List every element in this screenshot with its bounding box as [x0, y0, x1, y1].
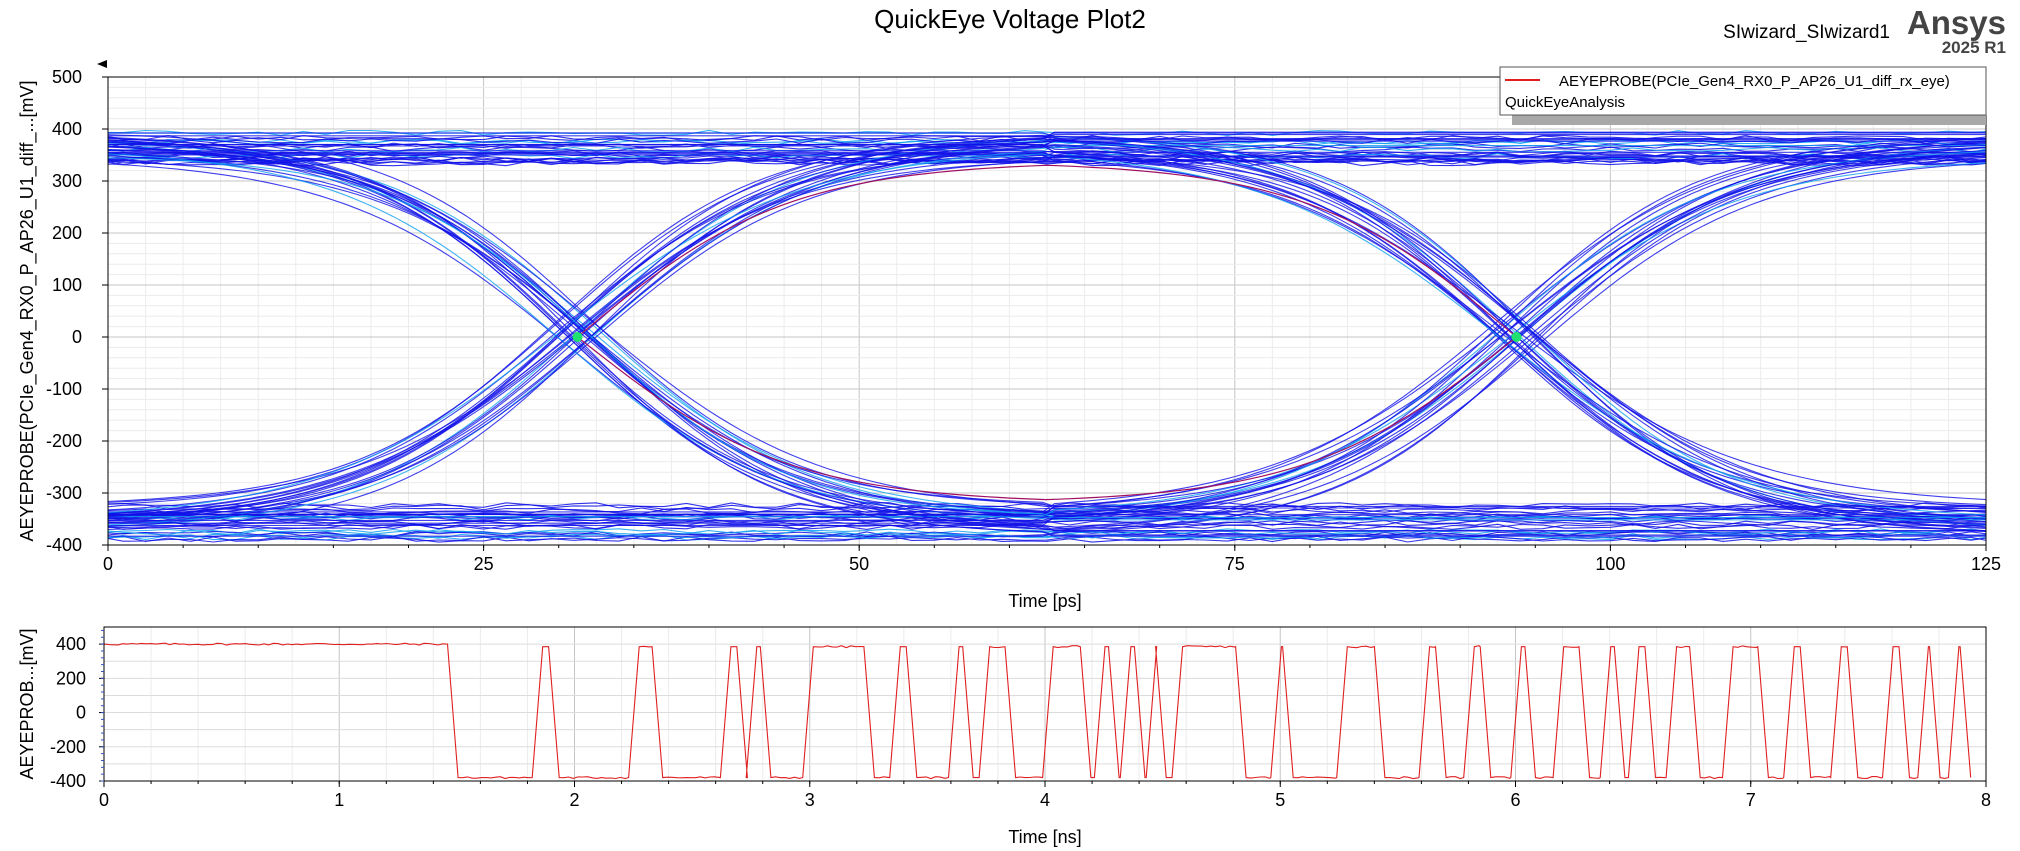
wave-x-tick-label: 7 [1746, 790, 1756, 810]
wave-x-axis-label: Time [ns] [1008, 827, 1081, 847]
wave-x-tick-label: 6 [1510, 790, 1520, 810]
wave-y-tick-label: 0 [76, 703, 86, 723]
eye-transition-trace [108, 153, 1986, 516]
wave-x-tick-label: 3 [805, 790, 815, 810]
eye-y-tick-label: -300 [46, 483, 82, 503]
ansys-logo: Ansys [1906, 4, 2006, 41]
eye-transition-trace [108, 134, 1986, 509]
collapse-arrow-icon[interactable] [97, 60, 107, 68]
eye-transition-trace [108, 138, 1986, 536]
eye-transition-trace [108, 152, 1986, 523]
legend-subtitle: QuickEyeAnalysis [1505, 94, 1625, 111]
eye-rail-trace [108, 156, 1986, 163]
waveform-plot-grid [103, 626, 1987, 782]
eye-y-tick-label: -400 [46, 535, 82, 555]
wave-y-tick-label: -200 [50, 737, 86, 757]
eye-transition-trace [108, 156, 1986, 517]
eye-y-tick-label: 0 [72, 327, 82, 347]
eye-diagram-traces [108, 129, 1986, 543]
eye-transition-trace [108, 132, 1986, 517]
eye-y-tick-label: 100 [52, 275, 82, 295]
eye-transition-trace [108, 150, 1986, 513]
eye-crossing-point [572, 332, 583, 342]
legend-box [1499, 66, 1987, 116]
legend[interactable]: AEYEPROBE(PCIe_Gen4_RX0_P_AP26_U1_diff_r… [1499, 66, 1987, 125]
eye-transition-trace [108, 153, 1986, 524]
eye-transition-trace [108, 131, 1986, 528]
ansys-version: 2025 R1 [1941, 38, 2006, 57]
eye-transition-trace [108, 136, 1986, 507]
eye-y-tick-label: -200 [46, 431, 82, 451]
eye-transition-trace [108, 132, 1986, 533]
eye-transition-trace [108, 143, 1986, 525]
wave-y-tick-label: -400 [50, 771, 86, 791]
wave-x-tick-label: 1 [334, 790, 344, 810]
eye-x-tick-label: 125 [1971, 554, 2001, 574]
waveform-trace [104, 642, 1972, 780]
eye-rail-trace [108, 535, 1986, 542]
eye-y-tick-label: 400 [52, 119, 82, 139]
eye-crossing-point [1511, 332, 1522, 342]
eye-transition-trace [108, 151, 1986, 503]
eye-rail-trace [108, 150, 1986, 157]
wave-y-tick-label: 200 [56, 668, 86, 688]
eye-rail-trace [108, 159, 1986, 167]
eye-inner-edge-bottom [577, 336, 1516, 501]
eye-inner-edge-top [577, 164, 1516, 338]
eye-x-tick-label: 75 [1225, 554, 1245, 574]
wave-x-tick-label: 0 [99, 790, 109, 810]
eye-transition-trace [108, 140, 1986, 519]
eye-transition-trace [108, 162, 1986, 518]
eye-y-tick-label: 200 [52, 223, 82, 243]
eye-transition-trace [108, 152, 1986, 527]
eye-x-tick-label: 25 [474, 554, 494, 574]
eye-rail-trace [108, 139, 1986, 146]
eye-x-tick-label: 0 [103, 554, 113, 574]
legend-entry: AEYEPROBE(PCIe_Gen4_RX0_P_AP26_U1_diff_r… [1559, 73, 1950, 90]
plot-title: QuickEye Voltage Plot2 [874, 4, 1146, 34]
eye-x-tick-label: 100 [1595, 554, 1625, 574]
waveform-line [104, 642, 1972, 780]
eye-transition-trace [108, 152, 1986, 513]
wave-x-tick-label: 5 [1275, 790, 1285, 810]
eye-transition-trace [108, 134, 1986, 518]
eye-y-tick-label: -100 [46, 379, 82, 399]
eye-rail-trace [108, 536, 1986, 543]
eye-transition-trace [108, 145, 1986, 532]
eye-transition-trace [108, 157, 1986, 519]
waveform-plot-axes: 0 1 2 3 4 5 6 7 8 400 200 0 -200 -400 [50, 626, 1991, 810]
wave-x-tick-label: 8 [1981, 790, 1991, 810]
design-name: SIwizard_SIwizard1 [1723, 22, 1890, 43]
eye-transition-trace [108, 151, 1986, 520]
eye-y-tick-label: 300 [52, 171, 82, 191]
eye-x-tick-label: 50 [849, 554, 869, 574]
wave-y-tick-label: 400 [56, 634, 86, 654]
eye-transition-trace [108, 146, 1986, 531]
eye-y-axis-label: AEYEPROBE(PCIe_Gen4_RX0_P_AP26_U1_diff_.… [17, 81, 38, 542]
eye-transition-trace [108, 145, 1986, 528]
eye-plot-frame [107, 76, 1987, 546]
eye-x-axis-label: Time [ps] [1008, 591, 1081, 611]
wave-y-axis-label: AEYEPROB...[mV] [17, 628, 37, 779]
eye-plot-axes: 0 25 50 75 100 125 500 400 300 200 100 0 -100 -200 -30… [46, 67, 2001, 574]
eye-y-tick-label: 500 [52, 67, 82, 87]
wave-x-tick-label: 2 [569, 790, 579, 810]
eye-transition-trace [108, 140, 1986, 518]
wave-x-tick-label: 4 [1040, 790, 1050, 810]
eye-transition-trace [108, 145, 1986, 522]
